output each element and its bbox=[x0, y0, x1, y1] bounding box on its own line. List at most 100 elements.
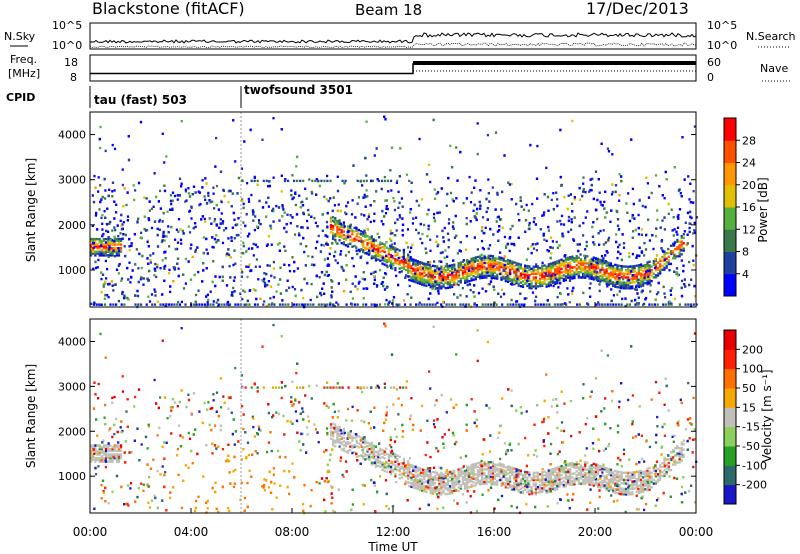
power-cell bbox=[385, 260, 388, 264]
power-cell bbox=[625, 269, 629, 273]
power-cell bbox=[530, 270, 533, 274]
power-cell bbox=[187, 187, 190, 190]
power-cell bbox=[266, 264, 269, 267]
velocity-cell bbox=[485, 482, 488, 485]
velocity-cell bbox=[431, 483, 434, 486]
power-cell bbox=[511, 260, 514, 263]
power-cell bbox=[541, 282, 544, 286]
power-cell bbox=[177, 274, 180, 278]
velocity-cell bbox=[498, 475, 501, 478]
power-cell bbox=[467, 303, 470, 306]
velocity-cell bbox=[517, 474, 520, 477]
power-cell bbox=[370, 303, 373, 306]
noise-panel: N.Sky 10^5 10^0 10^5 10^0 N.Search bbox=[4, 19, 796, 52]
power-cell bbox=[390, 248, 393, 251]
power-cell bbox=[604, 260, 607, 263]
power-cell bbox=[634, 303, 637, 306]
power-cell bbox=[415, 199, 418, 203]
power-cell bbox=[466, 266, 469, 269]
power-cell bbox=[633, 268, 636, 271]
power-cell bbox=[476, 272, 479, 275]
power-cell bbox=[616, 281, 619, 284]
velocity-cell bbox=[513, 478, 516, 481]
power-cell bbox=[100, 291, 103, 294]
power-cell bbox=[511, 267, 514, 271]
power-cell bbox=[359, 237, 363, 240]
power-cell bbox=[367, 253, 370, 256]
velocity-cell bbox=[421, 475, 424, 478]
power-cell bbox=[600, 203, 603, 206]
power-cell bbox=[554, 280, 557, 284]
velocity-cell bbox=[504, 478, 507, 482]
power-cell bbox=[98, 245, 101, 248]
power-cell bbox=[389, 264, 392, 267]
power-cell bbox=[256, 179, 259, 183]
power-cell bbox=[98, 254, 101, 257]
power-cell bbox=[680, 279, 684, 283]
power-cell bbox=[692, 201, 695, 204]
power-cell bbox=[451, 276, 454, 280]
power-cell bbox=[517, 268, 520, 271]
power-cell bbox=[326, 179, 329, 183]
velocity-cell bbox=[451, 486, 454, 489]
power-cell bbox=[94, 245, 97, 248]
power-cell bbox=[663, 252, 666, 255]
power-cell bbox=[673, 270, 676, 273]
power-colorbar-label-0: 4 bbox=[742, 268, 749, 281]
power-cell bbox=[524, 275, 527, 278]
power-cell bbox=[374, 244, 378, 248]
power-cell bbox=[634, 288, 637, 291]
power-cell bbox=[159, 207, 162, 210]
power-cell bbox=[545, 267, 548, 270]
power-cell bbox=[178, 194, 181, 197]
power-cell bbox=[364, 156, 367, 160]
power-cell bbox=[176, 257, 180, 260]
power-cell bbox=[171, 191, 175, 194]
velocity-cell bbox=[487, 466, 490, 469]
velocity-cell bbox=[421, 478, 424, 481]
power-cell bbox=[461, 287, 464, 290]
power-cell bbox=[92, 303, 95, 306]
power-cell bbox=[220, 303, 223, 306]
power-cell bbox=[496, 261, 499, 264]
power-cell bbox=[531, 243, 534, 246]
power-cell bbox=[402, 248, 405, 252]
power-cell bbox=[549, 266, 552, 269]
power-cell bbox=[425, 263, 428, 266]
power-cell bbox=[173, 194, 177, 198]
power-cell bbox=[688, 230, 691, 234]
power-cell bbox=[411, 222, 414, 225]
velocity-cell bbox=[491, 479, 495, 482]
power-cell bbox=[459, 281, 462, 284]
power-cell bbox=[204, 220, 207, 223]
velocity-cell bbox=[532, 473, 535, 476]
power-cell bbox=[528, 286, 531, 290]
power-cell bbox=[542, 234, 545, 237]
velocity-cell bbox=[427, 486, 430, 489]
power-cell bbox=[137, 303, 140, 306]
power-cell bbox=[380, 282, 383, 285]
power-cell bbox=[109, 241, 112, 244]
power-cell bbox=[383, 256, 386, 259]
power-cell bbox=[612, 281, 615, 284]
power-cell bbox=[578, 303, 581, 306]
power-cell bbox=[250, 179, 253, 183]
power-cell bbox=[486, 218, 489, 221]
power-cell bbox=[158, 218, 162, 222]
power-cell bbox=[603, 271, 606, 274]
power-cell bbox=[426, 303, 429, 306]
power-cell bbox=[543, 211, 546, 214]
power-cell bbox=[644, 267, 647, 270]
power-cell bbox=[470, 272, 473, 275]
power-cell bbox=[519, 277, 522, 281]
power-cell bbox=[637, 269, 640, 272]
power-cell bbox=[594, 264, 598, 267]
power-cell bbox=[287, 179, 290, 183]
power-cell bbox=[120, 248, 123, 252]
power-cell bbox=[441, 229, 444, 233]
power-cell bbox=[676, 226, 680, 229]
power-cell bbox=[347, 228, 350, 232]
velocity-cell bbox=[429, 472, 432, 475]
power-cell bbox=[575, 258, 578, 261]
velocity-cell bbox=[517, 488, 520, 492]
